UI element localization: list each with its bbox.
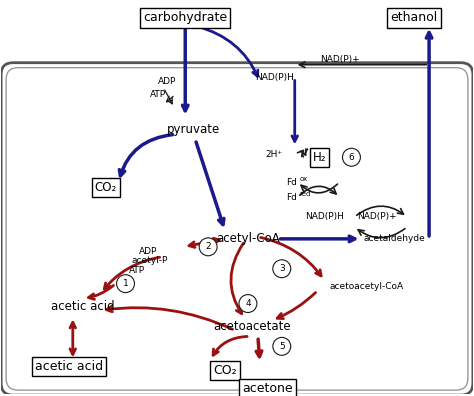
Circle shape	[117, 275, 135, 293]
Text: acetone: acetone	[243, 382, 293, 395]
Text: 6: 6	[348, 153, 355, 162]
Text: ADP: ADP	[138, 247, 157, 256]
Text: H₂: H₂	[313, 151, 327, 164]
Text: acetic acid: acetic acid	[51, 300, 115, 313]
Text: ATP: ATP	[128, 266, 145, 275]
Text: CO₂: CO₂	[94, 181, 117, 194]
Text: CO₂: CO₂	[213, 364, 237, 377]
Text: 4: 4	[245, 299, 251, 308]
Text: pyruvate: pyruvate	[166, 123, 220, 136]
Text: acetoacetyl-CoA: acetoacetyl-CoA	[329, 282, 404, 291]
Text: 2: 2	[205, 242, 211, 251]
Text: NAD(P)H: NAD(P)H	[305, 213, 344, 221]
Circle shape	[199, 238, 217, 256]
Text: Fd: Fd	[286, 192, 297, 202]
Circle shape	[273, 260, 291, 278]
Text: 2H⁺: 2H⁺	[265, 150, 283, 159]
Text: acetoacetate: acetoacetate	[213, 320, 291, 333]
Text: NAD(P)H: NAD(P)H	[255, 73, 294, 82]
Text: acetyl-CoA: acetyl-CoA	[216, 232, 280, 246]
Text: NAD(P)+: NAD(P)+	[357, 213, 397, 221]
Text: 5: 5	[279, 342, 285, 351]
Circle shape	[239, 295, 257, 312]
Text: ox: ox	[300, 176, 308, 182]
Text: 1: 1	[123, 279, 128, 288]
Text: acetaldehyde: acetaldehyde	[364, 234, 425, 244]
Text: ATP: ATP	[150, 90, 166, 99]
Text: acetyl-P: acetyl-P	[132, 256, 168, 265]
Circle shape	[343, 148, 360, 166]
Text: red: red	[300, 191, 311, 197]
Text: 3: 3	[279, 264, 285, 273]
Text: ethanol: ethanol	[391, 11, 438, 25]
Text: Fd: Fd	[286, 178, 297, 187]
FancyBboxPatch shape	[6, 68, 468, 390]
Text: carbohydrate: carbohydrate	[143, 11, 228, 25]
Circle shape	[273, 337, 291, 355]
Text: ADP: ADP	[158, 77, 177, 86]
FancyBboxPatch shape	[1, 63, 473, 395]
Text: acetic acid: acetic acid	[35, 360, 103, 373]
Text: NAD(P)+: NAD(P)+	[319, 55, 359, 64]
